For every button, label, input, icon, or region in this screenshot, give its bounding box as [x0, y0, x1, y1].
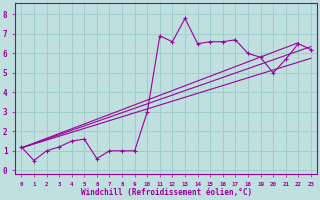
X-axis label: Windchill (Refroidissement éolien,°C): Windchill (Refroidissement éolien,°C) [81, 188, 252, 197]
